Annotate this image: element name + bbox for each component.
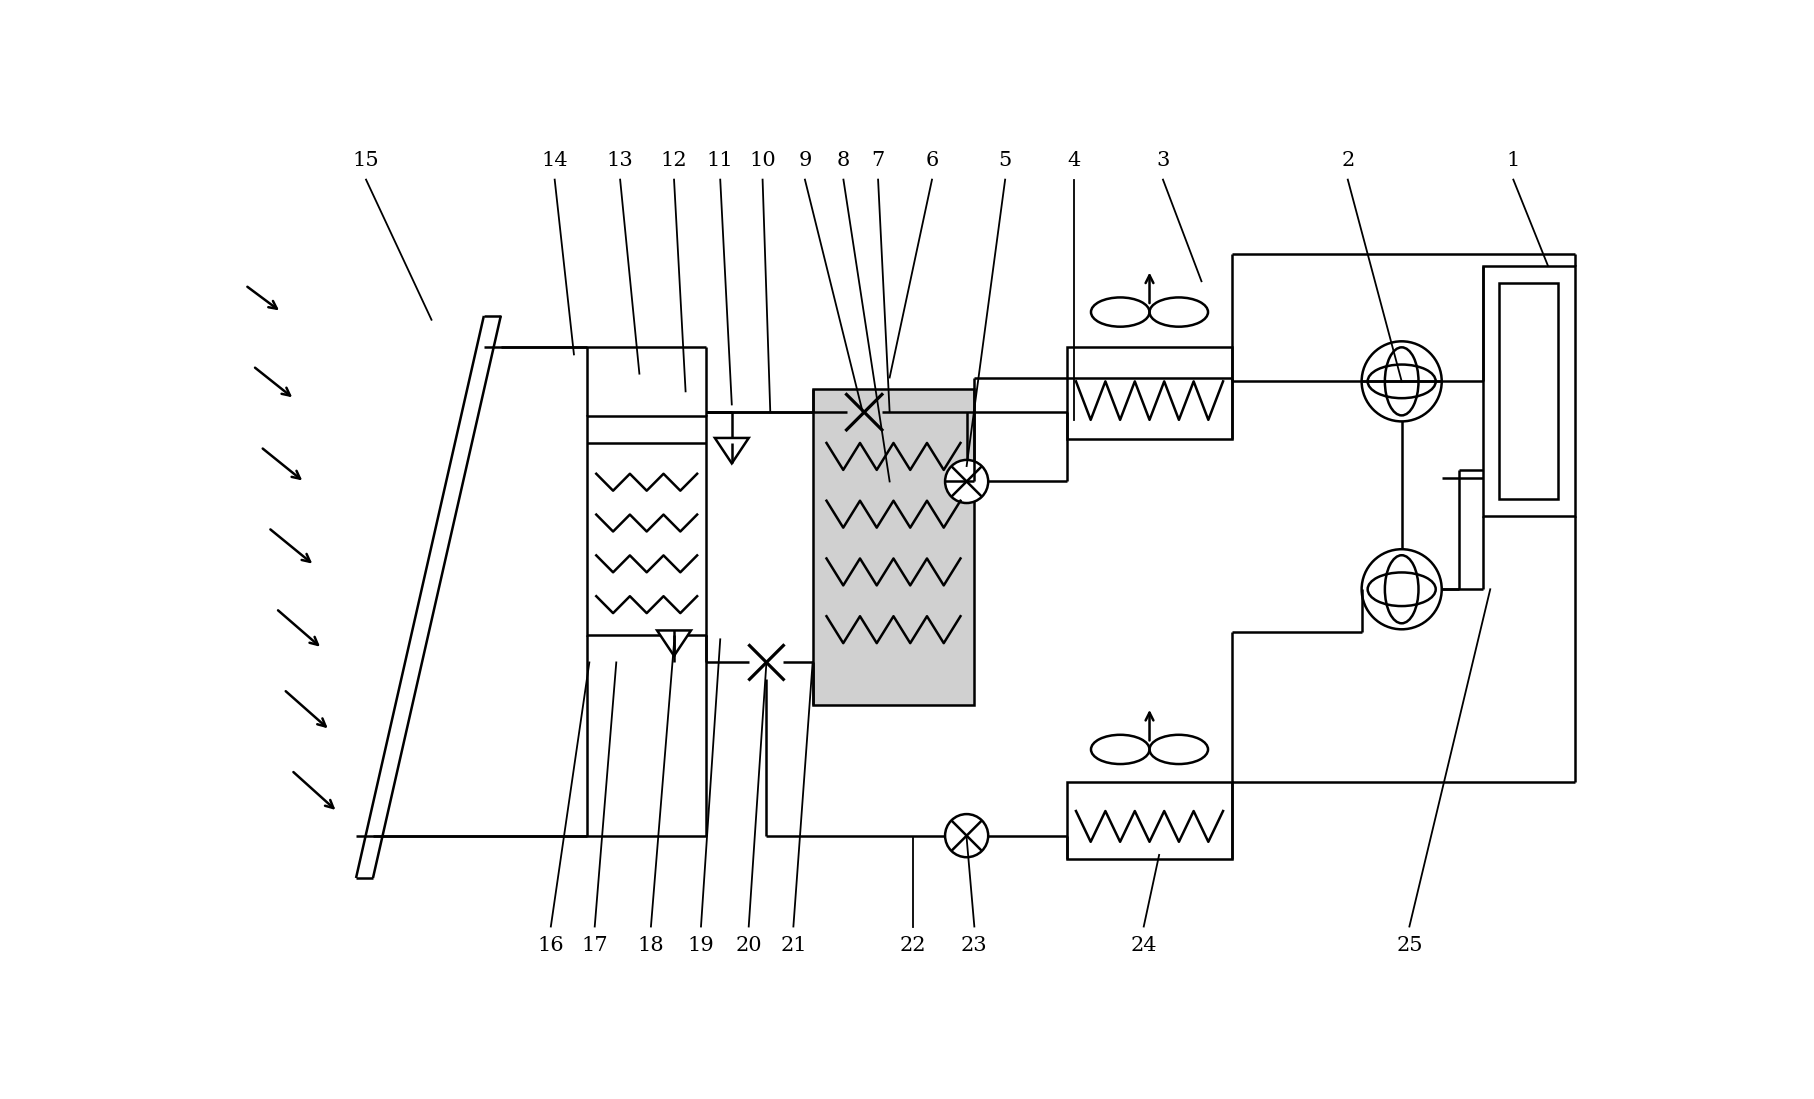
Text: 24: 24	[1130, 936, 1157, 955]
Circle shape	[945, 459, 989, 503]
Text: 11: 11	[707, 151, 733, 170]
Text: 15: 15	[352, 151, 379, 170]
Text: 6: 6	[925, 151, 938, 170]
Bar	[1067, 781, 1232, 858]
Text: 25: 25	[1397, 936, 1422, 955]
Text: 8: 8	[836, 151, 851, 170]
Text: 10: 10	[749, 151, 776, 170]
Bar	[813, 389, 974, 704]
Text: 17: 17	[582, 936, 608, 955]
Bar	[588, 417, 706, 635]
Text: 23: 23	[961, 936, 987, 955]
Text: 2: 2	[1341, 151, 1355, 170]
Text: 5: 5	[998, 151, 1012, 170]
Text: 4: 4	[1068, 151, 1081, 170]
Text: 18: 18	[639, 936, 664, 955]
Text: 3: 3	[1156, 151, 1170, 170]
Text: 22: 22	[900, 936, 925, 955]
Text: 13: 13	[606, 151, 633, 170]
Text: 21: 21	[780, 936, 807, 955]
Bar	[1500, 282, 1558, 499]
Text: 16: 16	[537, 936, 564, 955]
Text: 7: 7	[871, 151, 885, 170]
Bar	[1067, 346, 1232, 440]
Polygon shape	[657, 631, 691, 656]
Text: 19: 19	[688, 936, 715, 955]
Text: 9: 9	[798, 151, 811, 170]
Bar	[1482, 266, 1575, 517]
Text: 1: 1	[1507, 151, 1520, 170]
Text: 14: 14	[541, 151, 568, 170]
Text: 20: 20	[735, 936, 762, 955]
Text: 12: 12	[660, 151, 688, 170]
Circle shape	[945, 814, 989, 857]
Polygon shape	[715, 439, 749, 464]
